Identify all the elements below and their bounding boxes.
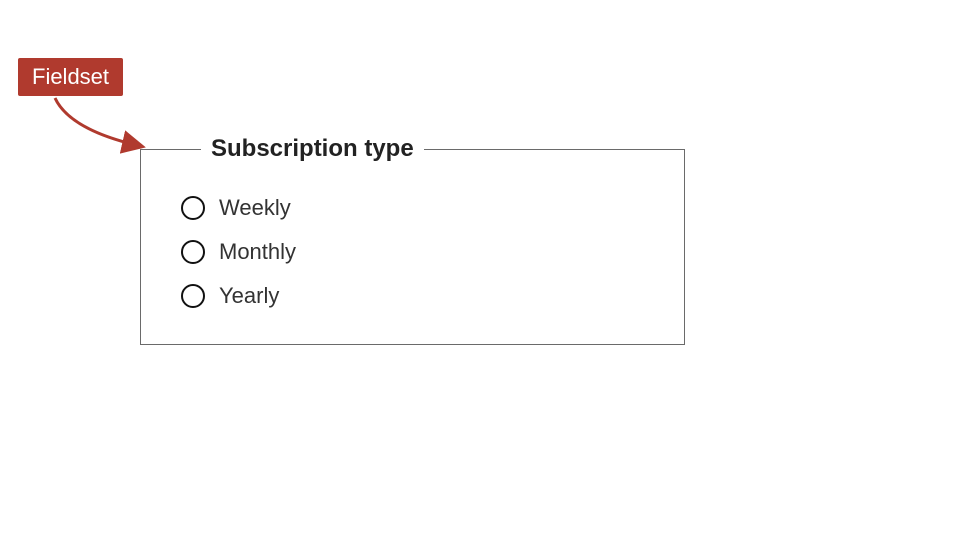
- radio-icon: [181, 240, 205, 264]
- radio-label: Monthly: [219, 239, 296, 265]
- subscription-fieldset: Subscription type Weekly Monthly Yearly: [140, 135, 685, 345]
- callout-label-fieldset: Fieldset: [18, 58, 123, 96]
- radio-option-weekly[interactable]: Weekly: [181, 195, 664, 221]
- radio-label: Weekly: [219, 195, 291, 221]
- radio-icon: [181, 196, 205, 220]
- fieldset-legend: Subscription type: [201, 135, 424, 163]
- radio-icon: [181, 284, 205, 308]
- radio-option-yearly[interactable]: Yearly: [181, 283, 664, 309]
- radio-option-monthly[interactable]: Monthly: [181, 239, 664, 265]
- radio-group-subscription: Weekly Monthly Yearly: [181, 195, 664, 309]
- radio-label: Yearly: [219, 283, 279, 309]
